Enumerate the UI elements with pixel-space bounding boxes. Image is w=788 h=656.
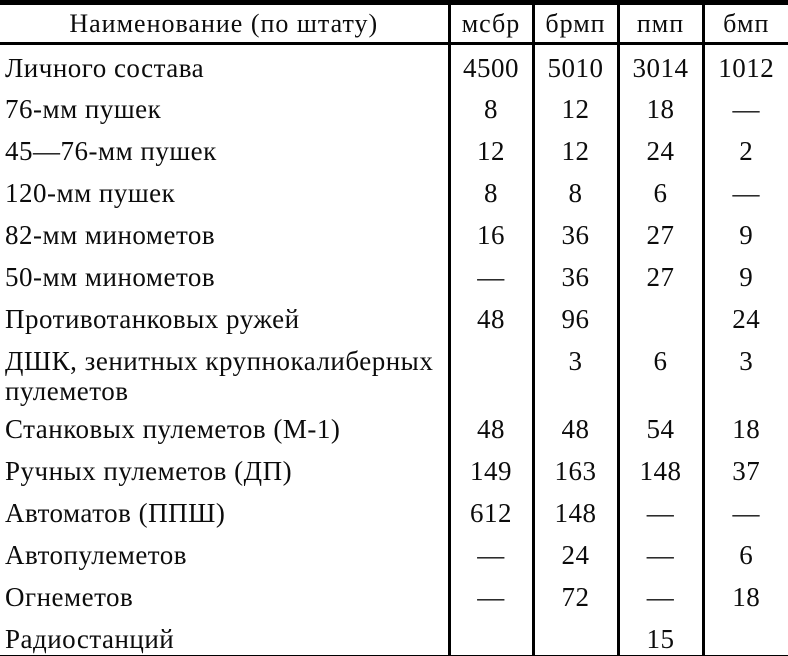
- cell-value: 37: [701, 447, 788, 490]
- cell-value: [531, 615, 618, 656]
- row-label: 120-мм пушек: [5, 177, 176, 208]
- row-label: Автопулеметов: [5, 539, 187, 570]
- table-row: Личного состава 4500 5010 3014 1012: [0, 43, 788, 86]
- table-row: Станковых пулеметов (М-1) 48 48 54 18: [0, 405, 788, 448]
- cell-value: 36: [531, 253, 618, 296]
- cell-value: [616, 295, 703, 338]
- cell-value: 24: [701, 295, 788, 338]
- cell-value: 3: [701, 337, 788, 406]
- cell-value: [701, 615, 788, 656]
- table-row: Радиостанций 15: [0, 615, 788, 656]
- column-header-name: Наименование (по штату): [0, 2, 449, 45]
- row-label: 82-мм минометов: [5, 219, 216, 250]
- row-label: Ручных пулеметов (ДП): [5, 455, 293, 486]
- row-label: 50-мм минометов: [5, 261, 216, 292]
- header-row: Наименование (по штату) мсбр брмп пмп бм…: [0, 2, 788, 45]
- cell-value: 6: [616, 169, 703, 212]
- cell-value: 6: [616, 337, 703, 406]
- table-row: 50-мм минометов —36 27 9: [0, 253, 788, 296]
- cell-value: —: [616, 531, 703, 574]
- cell-value: 3: [531, 337, 618, 406]
- row-label: Огнеметов: [5, 581, 134, 612]
- row-label: 76-мм пушек: [5, 93, 162, 124]
- row-label: Личного состава: [5, 53, 205, 83]
- row-label: Станковых пулеметов (М-1): [5, 413, 341, 444]
- cell-value: 1012: [701, 43, 788, 86]
- cell-value: —: [447, 573, 533, 616]
- cell-value: 18: [701, 405, 788, 448]
- row-label: 45—76-мм пушек: [5, 135, 217, 166]
- cell-value: 5010: [531, 43, 618, 86]
- cell-value: [447, 337, 533, 406]
- cell-value: 9: [701, 211, 788, 254]
- column-header-brmp: брмп: [531, 2, 618, 45]
- cell-value: 148: [531, 489, 618, 532]
- cell-value: 72: [531, 573, 618, 616]
- table-row: 45—76-мм пушек 12 12 24 2: [0, 127, 788, 170]
- table-row: 120-мм пушек 8 8 6—: [0, 169, 788, 212]
- cell-value: —: [447, 253, 533, 296]
- cell-value: 4500: [447, 43, 533, 86]
- table-row: Противотанковых ружей 48 96 24: [0, 295, 788, 338]
- row-label: Противотанковых ружей: [5, 303, 300, 334]
- cell-value: 36: [531, 211, 618, 254]
- table-row: 82-мм минометов 16 36 27 9: [0, 211, 788, 254]
- cell-value: 27: [616, 211, 703, 254]
- cell-value: 163: [531, 447, 618, 490]
- cell-value: 48: [447, 295, 533, 338]
- cell-value: —: [447, 531, 533, 574]
- cell-value: —: [701, 85, 788, 128]
- cell-value: —: [701, 489, 788, 532]
- table-row: Огнеметов —72—18: [0, 573, 788, 616]
- cell-value: —: [616, 573, 703, 616]
- table-row: Автоматов (ППШ) 612 148— —: [0, 489, 788, 532]
- cell-value: 27: [616, 253, 703, 296]
- table-row: 76-мм пушек 8 12 18—: [0, 85, 788, 128]
- cell-value: 8: [447, 85, 533, 128]
- row-label: Радиостанций: [5, 623, 175, 654]
- table-row: Ручных пулеметов (ДП) 149 163 148 37: [0, 447, 788, 490]
- cell-value: 54: [616, 405, 703, 448]
- cell-value: 8: [531, 169, 618, 212]
- cell-value: 149: [447, 447, 533, 490]
- cell-value: —: [616, 489, 703, 532]
- cell-value: 48: [531, 405, 618, 448]
- cell-value: —: [701, 169, 788, 212]
- cell-value: [447, 615, 533, 656]
- cell-value: 612: [447, 489, 533, 532]
- cell-value: 12: [531, 127, 618, 170]
- column-header-msbr: мсбр: [447, 2, 533, 45]
- cell-value: 24: [531, 531, 618, 574]
- table-body: Личного состава 4500 5010 3014 1012 76-мм пуш…: [0, 43, 788, 656]
- row-label: Автоматов (ППШ): [5, 497, 226, 528]
- cell-value: 8: [447, 169, 533, 212]
- table-row: Автопулеметов —24—6: [0, 531, 788, 574]
- table-row: ДШК, зенитных крупнокалиберных пулеметов…: [0, 337, 788, 406]
- cell-value: 9: [701, 253, 788, 296]
- column-header-bmp: бмп: [701, 2, 788, 45]
- cell-value: 96: [531, 295, 618, 338]
- cell-value: 12: [447, 127, 533, 170]
- cell-value: 2: [701, 127, 788, 170]
- column-header-pmp: пмп: [616, 2, 703, 45]
- cell-value: 24: [616, 127, 703, 170]
- row-label: ДШК, зенитных крупнокалиберных пулеметов: [5, 345, 434, 406]
- cell-value: 16: [447, 211, 533, 254]
- cell-value: 18: [616, 85, 703, 128]
- cell-value: 48: [447, 405, 533, 448]
- cell-value: 148: [616, 447, 703, 490]
- cell-value: 18: [701, 573, 788, 616]
- cell-value: 12: [531, 85, 618, 128]
- cell-value: 15: [616, 615, 703, 656]
- cell-value: 3014: [616, 43, 703, 86]
- cell-value: 6: [701, 531, 788, 574]
